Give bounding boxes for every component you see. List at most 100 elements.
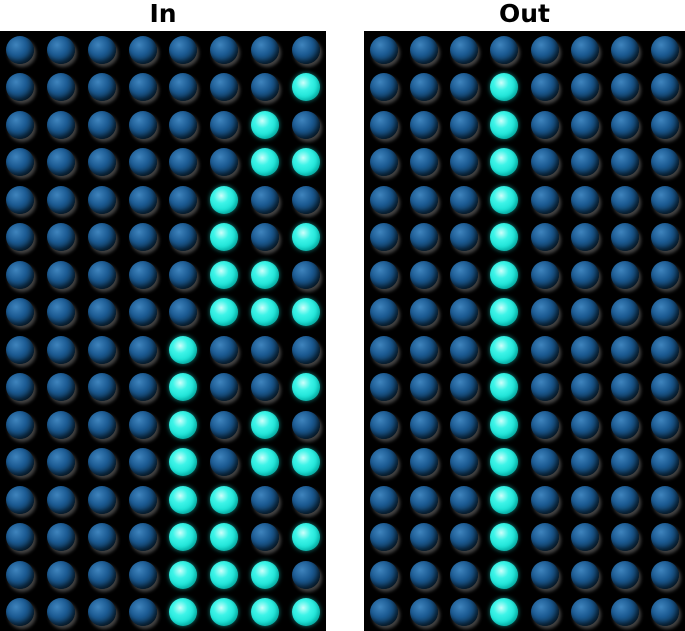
out-led-cell [605, 444, 645, 482]
in-led-cell [122, 556, 163, 594]
led-on [490, 185, 519, 214]
led-off [128, 73, 157, 102]
led-off [570, 73, 599, 102]
in-led-cell [285, 181, 326, 219]
led-off [410, 185, 439, 214]
in-led-cell [0, 331, 41, 369]
led-off [128, 373, 157, 402]
led-off [169, 148, 198, 177]
led-off [370, 523, 399, 552]
out-led-cell [444, 481, 484, 519]
led-off [530, 335, 559, 364]
in-led-cell [41, 144, 82, 182]
in-led-cell [204, 181, 245, 219]
in-led-cell [285, 594, 326, 631]
in-led-cell [204, 294, 245, 332]
in-led-cell [163, 219, 204, 257]
led-off [87, 148, 116, 177]
in-led-cell [122, 181, 163, 219]
out-led-cell [645, 406, 685, 444]
led-off [570, 485, 599, 514]
led-off [128, 223, 157, 252]
led-off [169, 223, 198, 252]
in-led-cell [0, 481, 41, 519]
led-off [370, 560, 399, 589]
in-led-cell [285, 369, 326, 407]
led-off [370, 73, 399, 102]
led-off [570, 523, 599, 552]
in-led-cell [163, 106, 204, 144]
in-led-cell [122, 106, 163, 144]
in-panel-title: In [149, 0, 177, 28]
in-led-cell [0, 69, 41, 107]
led-off [450, 560, 479, 589]
in-led-cell [41, 256, 82, 294]
led-off [570, 110, 599, 139]
led-off [6, 448, 35, 477]
in-led-cell [82, 406, 123, 444]
led-on [250, 598, 279, 627]
out-led-cell [484, 106, 524, 144]
led-off [47, 523, 76, 552]
led-off [530, 598, 559, 627]
led-off [530, 298, 559, 327]
out-led-cell [404, 294, 444, 332]
in-led-cell [41, 69, 82, 107]
out-led-cell [484, 31, 524, 69]
in-led-cell [163, 594, 204, 631]
in-led-cell [204, 106, 245, 144]
in-led-cell [41, 219, 82, 257]
out-led-cell [565, 481, 605, 519]
out-led-cell [364, 144, 404, 182]
out-led-cell [565, 219, 605, 257]
out-led-cell [645, 369, 685, 407]
led-off [210, 410, 239, 439]
out-led-cell [645, 219, 685, 257]
led-on [210, 560, 239, 589]
led-off [87, 73, 116, 102]
led-off [210, 448, 239, 477]
out-led-cell [444, 69, 484, 107]
led-off [450, 485, 479, 514]
led-on [169, 335, 198, 364]
led-off [128, 335, 157, 364]
led-on [169, 448, 198, 477]
in-led-cell [0, 106, 41, 144]
in-led-cell [0, 406, 41, 444]
led-off [370, 335, 399, 364]
led-off [47, 260, 76, 289]
in-led-cell [0, 219, 41, 257]
led-off [169, 260, 198, 289]
out-led-cell [645, 331, 685, 369]
in-led-cell [122, 256, 163, 294]
in-led-cell [163, 481, 204, 519]
led-on [291, 523, 320, 552]
led-off [410, 523, 439, 552]
led-on [490, 373, 519, 402]
led-off [610, 185, 639, 214]
led-off [370, 223, 399, 252]
in-led-matrix [0, 31, 326, 631]
led-off [87, 35, 116, 64]
in-led-cell [204, 406, 245, 444]
led-off [410, 73, 439, 102]
out-led-cell [484, 144, 524, 182]
led-on [490, 260, 519, 289]
in-led-cell [245, 69, 286, 107]
led-off [6, 185, 35, 214]
in-led-cell [41, 181, 82, 219]
led-off [530, 185, 559, 214]
led-on [291, 223, 320, 252]
led-off [450, 373, 479, 402]
led-off [650, 485, 679, 514]
out-led-matrix [364, 31, 685, 631]
led-on [291, 73, 320, 102]
in-led-cell [122, 369, 163, 407]
led-on [169, 523, 198, 552]
led-off [370, 185, 399, 214]
out-led-cell [444, 556, 484, 594]
led-off [87, 185, 116, 214]
led-off [610, 448, 639, 477]
out-led-cell [364, 256, 404, 294]
led-off [650, 448, 679, 477]
